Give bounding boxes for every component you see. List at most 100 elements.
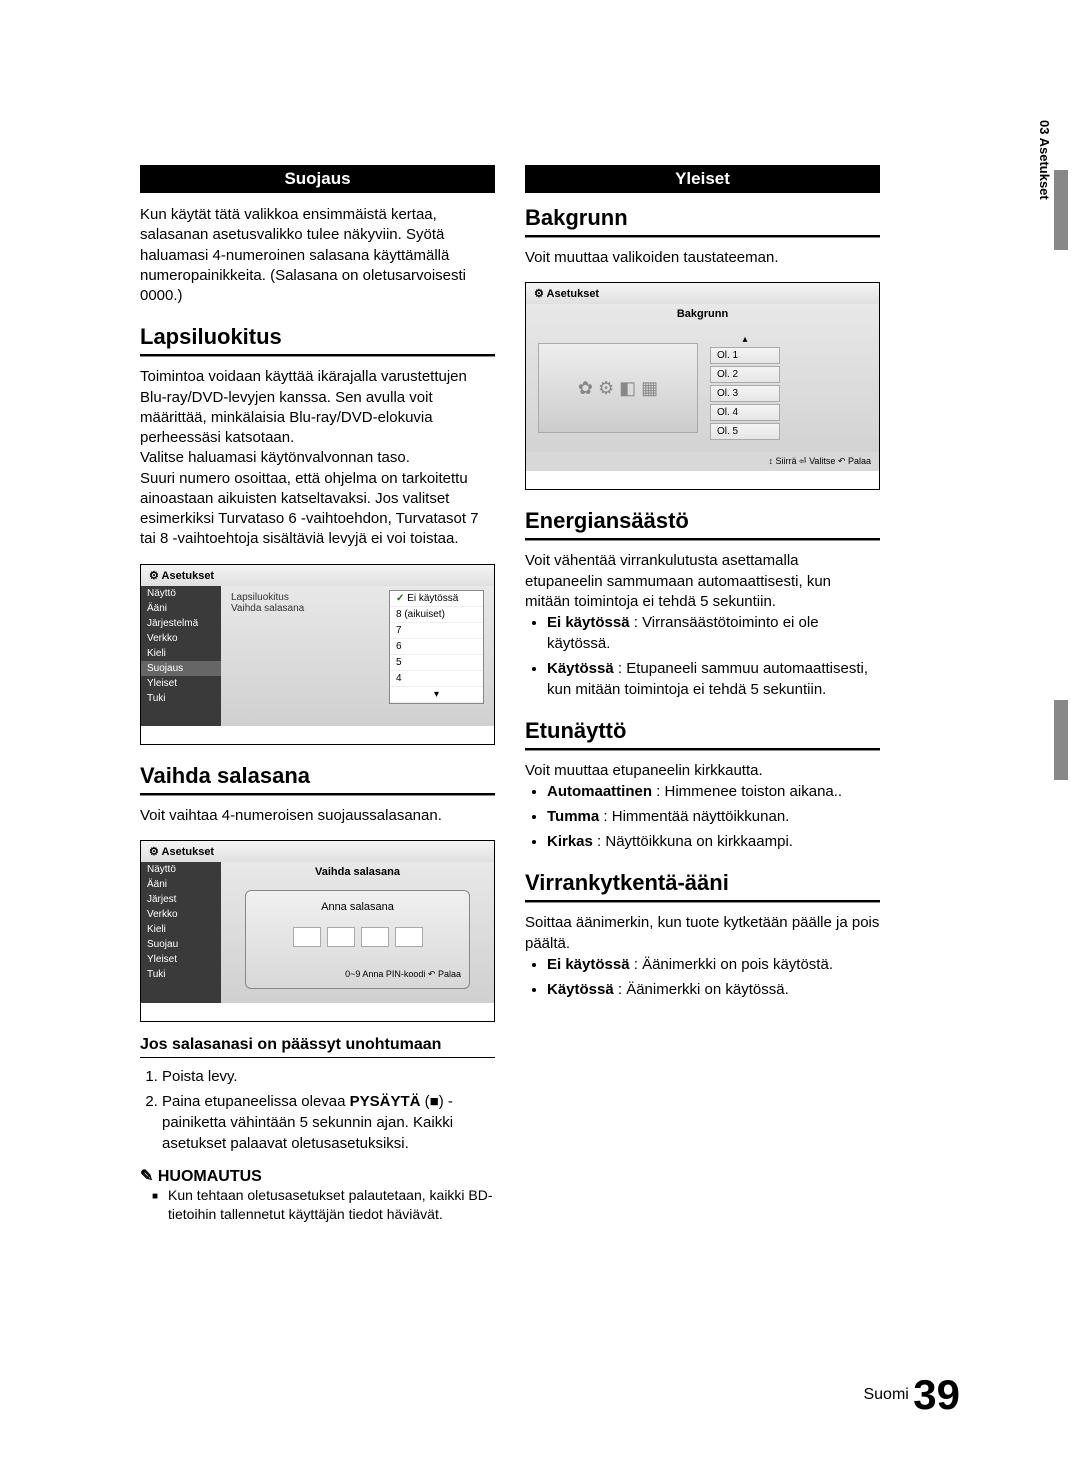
- unohtumaan-list: Poista levy. Paina etupaneelissa olevaa …: [140, 1066, 495, 1154]
- pin-box[interactable]: [293, 927, 321, 947]
- bak-preview: ✿ ⚙ ◧ ▦: [538, 343, 698, 433]
- bullet-text: : Himmenee toiston aikana..: [652, 783, 842, 800]
- dropdown-option: 5: [390, 655, 483, 671]
- ss-title: ⚙ Asetukset: [141, 841, 494, 862]
- pin-dialog: Anna salasana 0~9 Anna PIN-koodi ↶ Palaa: [245, 890, 470, 989]
- rule: [140, 793, 495, 796]
- bak-list: ▴Ol. 1Ol. 2Ol. 3Ol. 4Ol. 5: [710, 334, 780, 442]
- sidebar-item: Verkko: [141, 907, 221, 922]
- bullet-label: Ei käytössä: [547, 614, 630, 631]
- pin-box[interactable]: [361, 927, 389, 947]
- side-marker: [1054, 700, 1068, 780]
- sidebar-item: Verkko: [141, 631, 221, 646]
- dialog-title: Anna salasana: [246, 897, 469, 917]
- bak-option: Ol. 1: [710, 347, 780, 364]
- virrankytkenta-p: Soittaa äänimerkin, kun tuote kytketään …: [525, 913, 880, 954]
- rule: [525, 235, 880, 238]
- list-item: Tumma : Himmentää näyttöikkunan.: [547, 806, 880, 827]
- pin-box[interactable]: [395, 927, 423, 947]
- etunaytto-bullets: Automaattinen : Himmenee toiston aikana.…: [525, 781, 880, 852]
- side-marker: [1054, 170, 1068, 250]
- pin-row: [246, 927, 469, 947]
- bak-center-title: Bakgrunn: [526, 304, 879, 324]
- left-column: Suojaus Kun käytät tätä valikkoa ensimmä…: [140, 165, 495, 1224]
- sidebar-item: Järjest: [141, 892, 221, 907]
- energiansaasto-p: Voit vähentää virrankulutusta asettamall…: [525, 551, 880, 612]
- lapsiluokitus-p3: Suuri numero osoittaa, että ohjelma on t…: [140, 469, 495, 550]
- list-item: Ei käytössä : Äänimerkki on pois käytöst…: [547, 954, 880, 975]
- bullet-label: Ei käytössä: [547, 956, 630, 973]
- rule: [525, 748, 880, 751]
- ss-sidebar: NäyttöÄäniJärjestelmäVerkkoKieliSuojausY…: [141, 586, 221, 726]
- section-tab: 03 Asetukset: [1037, 120, 1052, 200]
- sidebar-item: Järjestelmä: [141, 616, 221, 631]
- etunaytto-p: Voit muuttaa etupaneelin kirkkautta.: [525, 761, 880, 781]
- bullet-text: : Äänimerkki on pois käytöstä.: [630, 956, 833, 973]
- bakgrunn-title: Bakgrunn: [525, 205, 880, 231]
- lapsiluokitus-screenshot: ⚙ Asetukset NäyttöÄäniJärjestelmäVerkkoK…: [140, 564, 495, 745]
- bak-option: Ol. 2: [710, 366, 780, 383]
- ss-title-text: Asetukset: [162, 846, 215, 858]
- step-2: Paina etupaneelissa olevaa PYSÄYTÄ (■) -…: [162, 1091, 495, 1154]
- list-item: Kirkas : Näyttöikkuna on kirkkaampi.: [547, 831, 880, 852]
- rule: [140, 354, 495, 357]
- bak-option: Ol. 5: [710, 423, 780, 440]
- lapsiluokitus-p2: Valitse haluamasi käytönvalvonnan taso.: [140, 448, 495, 468]
- sidebar-item: Kieli: [141, 646, 221, 661]
- bullet-text: : Himmentää näyttöikkunan.: [599, 808, 789, 825]
- sidebar-item: Suojaus: [141, 661, 221, 676]
- bak-option: Ol. 4: [710, 404, 780, 421]
- list-item: Automaattinen : Himmenee toiston aikana.…: [547, 781, 880, 802]
- ss-center-title: Vaihda salasana: [221, 862, 494, 882]
- sidebar-item: Kieli: [141, 922, 221, 937]
- bullet-text: : Äänimerkki on käytössä.: [614, 981, 789, 998]
- page-content: Suojaus Kun käytät tätä valikkoa ensimmä…: [140, 165, 880, 1224]
- rule: [525, 900, 880, 903]
- bullet-label: Tumma: [547, 808, 599, 825]
- energiansaasto-title: Energiansäästö: [525, 508, 880, 534]
- suojaus-intro: Kun käytät tätä valikkoa ensimmäistä ker…: [140, 205, 495, 306]
- vaihda-screenshot: ⚙ Asetukset NäyttöÄäniJärjestVerkkoKieli…: [140, 840, 495, 1022]
- ss-title-text: Asetukset: [162, 570, 215, 582]
- ss-title: ⚙ Asetukset: [141, 565, 494, 586]
- bullet-label: Käytössä: [547, 660, 614, 677]
- pin-box[interactable]: [327, 927, 355, 947]
- sidebar-item: Suojau: [141, 937, 221, 952]
- lapsiluokitus-title: Lapsiluokitus: [140, 324, 495, 350]
- ss-items: LapsiluokitusVaihda salasana: [231, 592, 304, 614]
- note-body: Kun tehtaan oletusasetukset palautetaan,…: [140, 1186, 495, 1224]
- ss-title-text: Asetukset: [547, 288, 600, 300]
- bakgrunn-screenshot: ⚙ Asetukset Bakgrunn ✿ ⚙ ◧ ▦ ▴Ol. 1Ol. 2…: [525, 282, 880, 490]
- bullet-text: : Näyttöikkuna on kirkkaampi.: [593, 833, 793, 850]
- menu-item: Vaihda salasana: [231, 603, 304, 614]
- sidebar-item: Tuki: [141, 691, 221, 706]
- footer-lang: Suomi: [863, 1386, 908, 1403]
- pin-hint: 0~9 Anna PIN-koodi ↶ Palaa: [246, 965, 469, 984]
- bak-hint: ↕ Siirrä ⏎ Valitse ↶ Palaa: [526, 452, 879, 471]
- list-item: Ei käytössä : Virransäästötoiminto ei ol…: [547, 612, 880, 654]
- step-1: Poista levy.: [162, 1066, 495, 1087]
- ss-main: Vaihda salasana Anna salasana 0~9 Anna P…: [221, 862, 494, 1003]
- ss-sidebar: NäyttöÄäniJärjestVerkkoKieliSuojauYleise…: [141, 862, 221, 1003]
- suojaus-header: Suojaus: [140, 165, 495, 193]
- sidebar-item: Ääni: [141, 601, 221, 616]
- sidebar-item: Näyttö: [141, 586, 221, 601]
- sidebar-item: Yleiset: [141, 676, 221, 691]
- vaihda-title: Vaihda salasana: [140, 763, 495, 789]
- bakgrunn-p: Voit muuttaa valikoiden taustateeman.: [525, 248, 880, 268]
- sidebar-item: Yleiset: [141, 952, 221, 967]
- ss-main: LapsiluokitusVaihda salasana Ei käytössä…: [221, 586, 494, 726]
- dropdown-option: Ei käytössä: [390, 591, 483, 607]
- energiansaasto-bullets: Ei käytössä : Virransäästötoiminto ei ol…: [525, 612, 880, 700]
- ss-main: Bakgrunn ✿ ⚙ ◧ ▦ ▴Ol. 1Ol. 2Ol. 3Ol. 4Ol…: [526, 304, 879, 471]
- menu-item: Lapsiluokitus: [231, 592, 304, 603]
- list-item: Käytössä : Äänimerkki on käytössä.: [547, 979, 880, 1000]
- sidebar-item: Näyttö: [141, 862, 221, 877]
- footer: Suomi 39: [863, 1371, 960, 1419]
- virrankytkenta-bullets: Ei käytössä : Äänimerkki on pois käytöst…: [525, 954, 880, 1000]
- list-item: Käytössä : Etupaneeli sammuu automaattis…: [547, 658, 880, 700]
- dropdown-option: 4: [390, 671, 483, 687]
- dropdown-option: 6: [390, 639, 483, 655]
- lapsiluokitus-p1: Toimintoa voidaan käyttää ikärajalla var…: [140, 367, 495, 448]
- bullet-label: Kirkas: [547, 833, 593, 850]
